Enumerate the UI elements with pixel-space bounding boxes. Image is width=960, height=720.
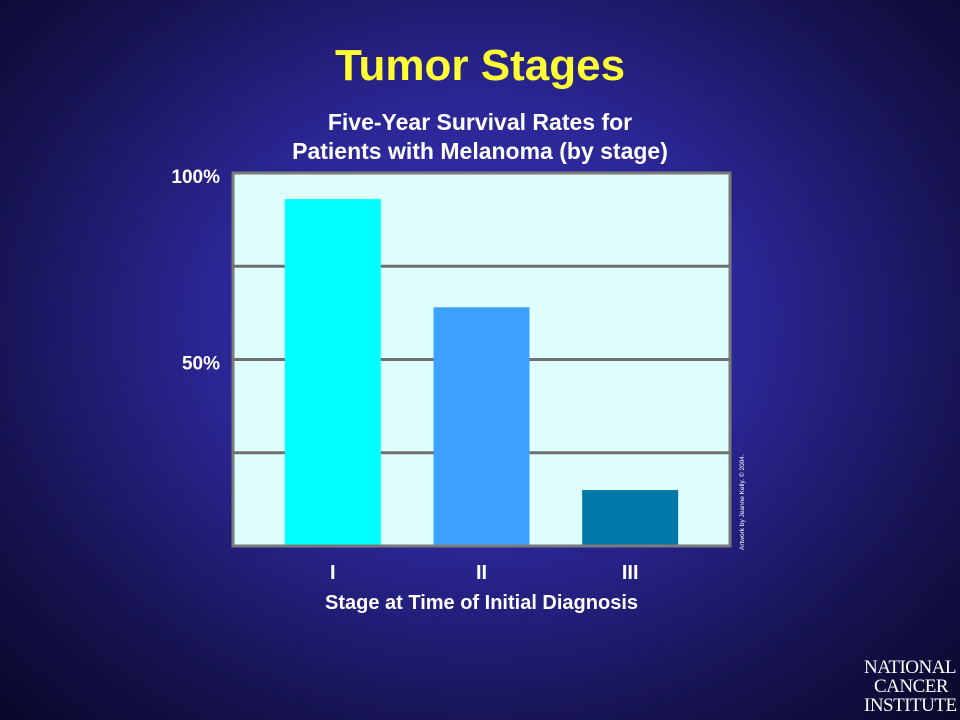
y-tick-label: 100% [171,167,220,188]
artwork-credit-text: Artwork by Jeanne Kelly. © 2004. [739,454,746,550]
chart-title-line-1: Five-Year Survival Rates for [327,109,633,135]
slide-title: Tumor Stages [334,41,626,90]
logo-line-1: NATIONAL [864,657,957,678]
logo-line-2: CANCER [874,676,949,697]
y-tick-label: 50% [182,354,220,375]
chart-title: Five-Year Survival Rates for Patients wi… [180,108,780,166]
x-axis-label: Stage at Time of Initial Diagnosis [324,592,639,614]
nci-logo: NATIONAL CANCER INSTITUTE [864,658,960,720]
x-tick-label: II [476,562,487,584]
bar-stage-I [284,199,381,545]
artwork-credit: Artwork by Jeanne Kelly. © 2004. [738,432,748,550]
chart-title-line-2: Patients with Melanoma (by stage) [292,138,668,164]
x-tick-label: III [622,562,639,584]
x-tick-label: I [330,562,336,584]
bar-stage-II [433,307,530,545]
logo-line-3: INSTITUTE [864,695,957,716]
bar-stage-III [582,490,679,545]
